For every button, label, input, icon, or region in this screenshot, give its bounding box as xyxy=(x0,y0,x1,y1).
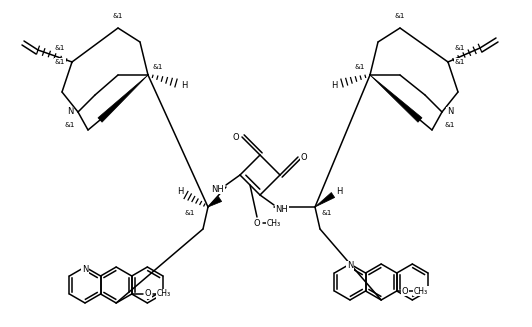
Text: N: N xyxy=(82,265,88,273)
Text: &1: &1 xyxy=(153,64,163,70)
Text: &1: &1 xyxy=(445,122,455,128)
Text: &1: &1 xyxy=(55,45,65,51)
Text: O: O xyxy=(232,132,239,142)
Text: O: O xyxy=(145,289,151,299)
Text: H: H xyxy=(331,80,337,90)
Polygon shape xyxy=(370,75,422,122)
Text: &1: &1 xyxy=(322,210,332,216)
Text: N: N xyxy=(447,108,453,116)
Text: &1: &1 xyxy=(395,13,405,19)
Text: &1: &1 xyxy=(113,13,123,19)
Text: O: O xyxy=(402,286,408,296)
Text: H: H xyxy=(181,80,187,90)
Text: O: O xyxy=(301,152,307,162)
Text: H: H xyxy=(336,186,342,196)
Polygon shape xyxy=(315,193,335,207)
Text: NH: NH xyxy=(276,204,288,214)
Text: CH₃: CH₃ xyxy=(267,218,281,228)
Text: CH₃: CH₃ xyxy=(157,289,171,299)
Text: CH₃: CH₃ xyxy=(414,286,428,296)
Text: &1: &1 xyxy=(185,210,195,216)
Text: N: N xyxy=(347,262,353,270)
Text: O: O xyxy=(254,218,260,228)
Text: &1: &1 xyxy=(455,45,465,51)
Text: N: N xyxy=(67,108,73,116)
Text: &1: &1 xyxy=(55,59,65,65)
Polygon shape xyxy=(208,197,222,207)
Text: &1: &1 xyxy=(65,122,75,128)
Text: &1: &1 xyxy=(455,59,465,65)
Text: H: H xyxy=(177,186,183,196)
Polygon shape xyxy=(98,75,148,122)
Text: NH: NH xyxy=(212,184,225,194)
Text: &1: &1 xyxy=(355,64,365,70)
